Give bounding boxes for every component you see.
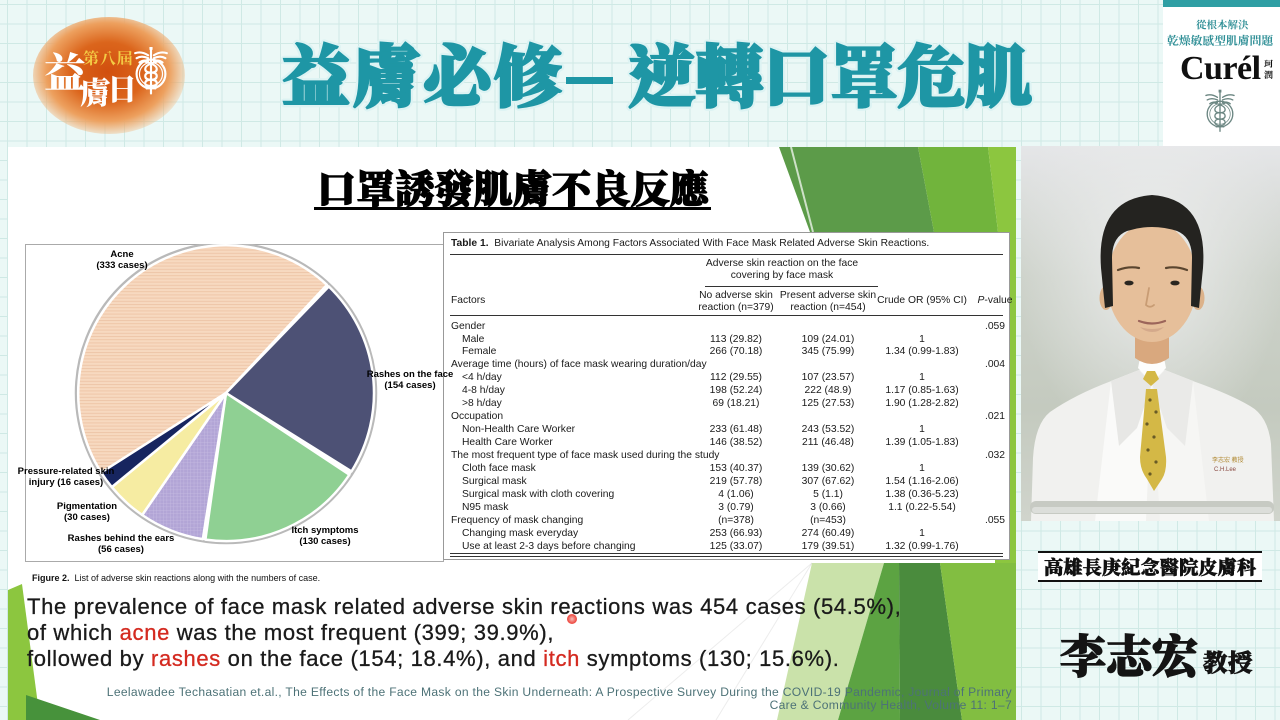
svg-text:C.H.Lee: C.H.Lee xyxy=(1214,467,1237,473)
svg-text:李志宏 教授: 李志宏 教授 xyxy=(1212,456,1244,464)
